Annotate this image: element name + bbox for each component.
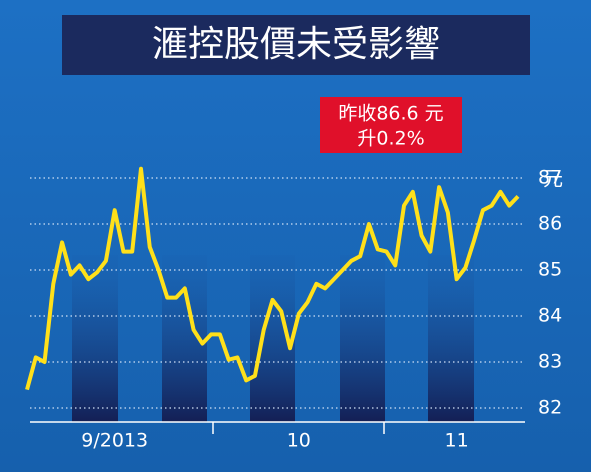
- y-tick-label: 84: [538, 305, 562, 327]
- price-line: [25, 166, 520, 391]
- y-tick-label: 85: [538, 259, 562, 281]
- x-tick-label: 9/2013: [81, 430, 148, 452]
- column-band: [428, 255, 474, 422]
- y-tick-label: 86: [538, 213, 562, 235]
- column-band: [340, 255, 385, 422]
- title-bar: [62, 15, 530, 75]
- y-tick-label: 83: [538, 351, 562, 373]
- column-band: [72, 255, 118, 422]
- y-axis-label: 元: [543, 167, 563, 191]
- annotation-box: [320, 97, 462, 153]
- y-tick-label: 87: [538, 167, 562, 189]
- chart-title: 滙控股價未受影響: [152, 24, 440, 65]
- decor-columns: [72, 255, 474, 422]
- y-tick-label: 82: [538, 397, 562, 419]
- annotation: 昨收86.6 元: [338, 103, 443, 125]
- x-tick-label: 10: [287, 430, 311, 452]
- annotation: 升0.2%: [357, 128, 424, 150]
- x-tick-label: 11: [445, 430, 469, 452]
